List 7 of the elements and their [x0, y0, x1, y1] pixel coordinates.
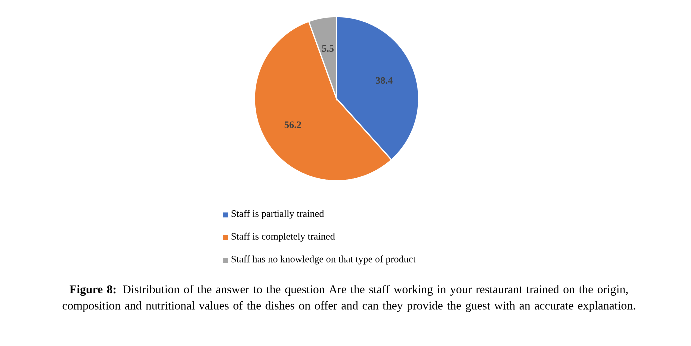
- legend-label: Staff is completely trained: [232, 232, 336, 242]
- data-label: 5.5: [322, 45, 334, 52]
- data-label: 38.4: [376, 77, 393, 84]
- legend-label: Staff is partially trained: [232, 210, 324, 220]
- data-label: 56.2: [284, 122, 302, 128]
- legend-label: Staff has no knowledge on that type of product: [232, 256, 416, 265]
- text: Figure 8: Distribution of the answer to the question Are the staff working in your restaurant trained on the origin, composition and nutritional values of the dishes on offer and can they provide the guest with an accurate explanation.: [62, 284, 636, 312]
